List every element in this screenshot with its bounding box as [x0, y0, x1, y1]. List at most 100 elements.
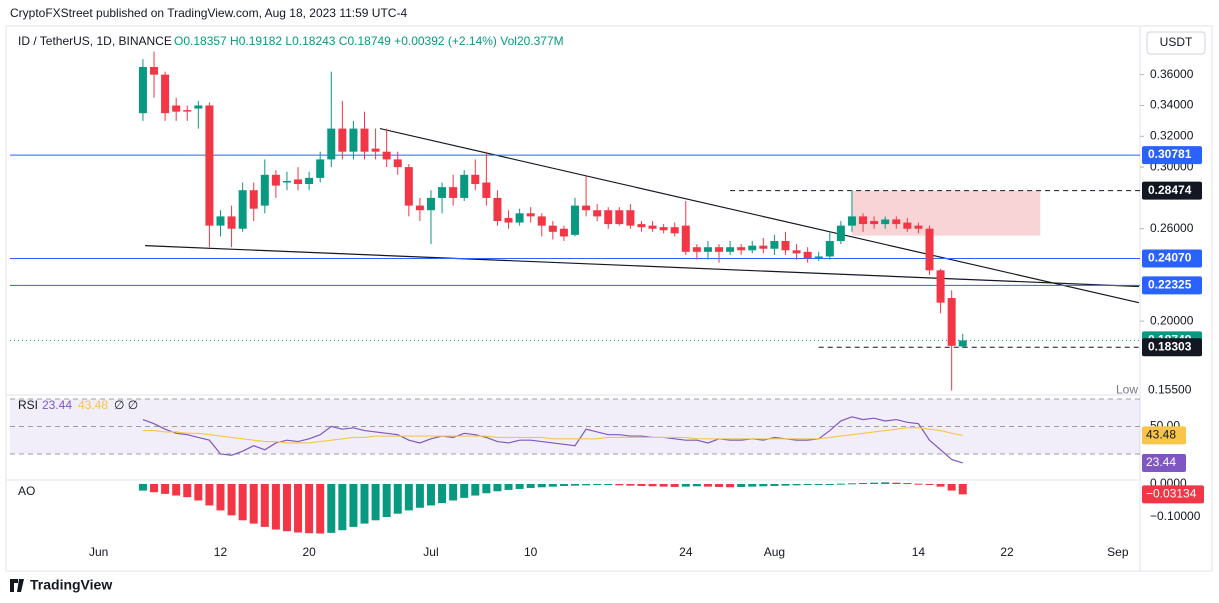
- ao-bar: [836, 483, 845, 485]
- ao-bar: [726, 483, 735, 488]
- ao-bar: [150, 483, 159, 493]
- ao-bar: [537, 483, 546, 488]
- low-label: Low: [1116, 383, 1138, 397]
- ao-bar: [925, 483, 934, 485]
- frame: [5, 25, 1213, 572]
- ao-bar: [172, 483, 181, 496]
- ao-bar: [670, 483, 679, 487]
- candle-body: [881, 219, 890, 225]
- candle-body: [715, 247, 724, 252]
- candle-body: [936, 270, 945, 303]
- ao-bar: [759, 483, 768, 487]
- ao-bar: [504, 483, 513, 490]
- currency-box[interactable]: [1146, 31, 1206, 55]
- ao-bar: [825, 483, 834, 485]
- value-box-label: 23.44: [1146, 455, 1176, 469]
- ao-bar: [482, 483, 491, 494]
- candle-body: [703, 247, 712, 252]
- candle-body: [349, 128, 358, 152]
- rsi-line: [142, 427, 963, 444]
- candle-body: [504, 217, 513, 223]
- ohlc: O0.18357 H0.19182 L0.18243 C0.18749 +0.0…: [174, 34, 564, 48]
- candle-body: [393, 159, 402, 168]
- candle-body: [338, 128, 347, 152]
- ao-bar: [294, 483, 303, 533]
- price-label: 0.24070: [1148, 251, 1192, 265]
- ao-bar: [936, 483, 945, 487]
- ao-bar: [360, 483, 369, 524]
- ao-bar: [559, 483, 568, 486]
- candle-body: [172, 105, 181, 112]
- ao-bar: [692, 483, 701, 487]
- candle-body: [526, 213, 535, 217]
- ao-bar: [626, 483, 635, 486]
- candle-body: [382, 151, 391, 160]
- candle-body: [726, 247, 735, 252]
- ao-bar: [715, 483, 724, 487]
- currency[interactable]: USDT: [1160, 35, 1193, 49]
- trendline: [379, 128, 1140, 304]
- ao-bar: [161, 483, 170, 494]
- y-tick-label: 0.20000: [1150, 313, 1194, 327]
- indicator-title: RSI: [18, 398, 38, 412]
- ao-bar: [205, 483, 214, 506]
- supply-zone: [851, 190, 1041, 236]
- ao-bar: [371, 483, 380, 521]
- candle-body: [305, 177, 314, 185]
- ao-bar: [138, 483, 147, 491]
- ao-bar: [183, 483, 192, 498]
- candle-body: [460, 174, 469, 198]
- x-tick-label: 10: [524, 545, 538, 559]
- candle-body: [227, 216, 236, 229]
- value-box: [1142, 485, 1204, 504]
- ao-bar: [615, 483, 624, 486]
- ao-bar: [238, 483, 247, 521]
- ao-bar: [792, 483, 801, 486]
- candle-body: [759, 245, 768, 249]
- candle-body: [238, 190, 247, 229]
- ao-bar: [681, 483, 690, 487]
- candle-body: [249, 190, 258, 209]
- footer-logo[interactable]: TradingView: [30, 577, 112, 593]
- candle-body: [670, 227, 679, 234]
- ao-bar: [881, 482, 890, 484]
- ao-bar: [194, 483, 203, 501]
- ao-bar: [515, 483, 524, 489]
- ao-bar: [305, 483, 314, 534]
- candle-body: [260, 174, 269, 206]
- ao-bar: [604, 483, 613, 485]
- indicator-value: 23.44: [42, 398, 72, 412]
- ao-bar: [227, 483, 236, 516]
- x-tick-label: 22: [1000, 545, 1014, 559]
- x-tick-label: 24: [679, 545, 693, 559]
- candle-body: [559, 228, 568, 237]
- candle-body: [161, 74, 170, 114]
- candle-body: [859, 216, 868, 225]
- candle-body: [371, 148, 380, 152]
- candle-body: [781, 241, 790, 251]
- candle-body: [271, 174, 280, 186]
- price-label: 0.18303: [1148, 339, 1192, 353]
- candle-body: [803, 251, 812, 258]
- candle-body: [282, 180, 291, 183]
- ao-bar: [914, 483, 923, 485]
- y-tick-label: 0.36000: [1150, 67, 1194, 81]
- candle-body: [150, 66, 159, 75]
- candle-body: [582, 205, 591, 211]
- candle-body: [571, 205, 579, 235]
- ao-bar: [859, 483, 868, 485]
- low-value: 0.15500: [1148, 383, 1192, 397]
- candle-body: [681, 225, 690, 252]
- ao-bar: [781, 483, 790, 486]
- candle-body: [194, 105, 203, 109]
- ao-bar: [316, 483, 325, 534]
- ao-bar: [593, 483, 602, 485]
- candle-body: [426, 197, 435, 211]
- candle-body: [615, 210, 624, 225]
- candle-body: [438, 187, 447, 198]
- ao-bar: [659, 483, 668, 487]
- x-tick-label: Aug: [764, 545, 785, 559]
- value-box: [1142, 426, 1186, 445]
- candle-body: [737, 247, 746, 251]
